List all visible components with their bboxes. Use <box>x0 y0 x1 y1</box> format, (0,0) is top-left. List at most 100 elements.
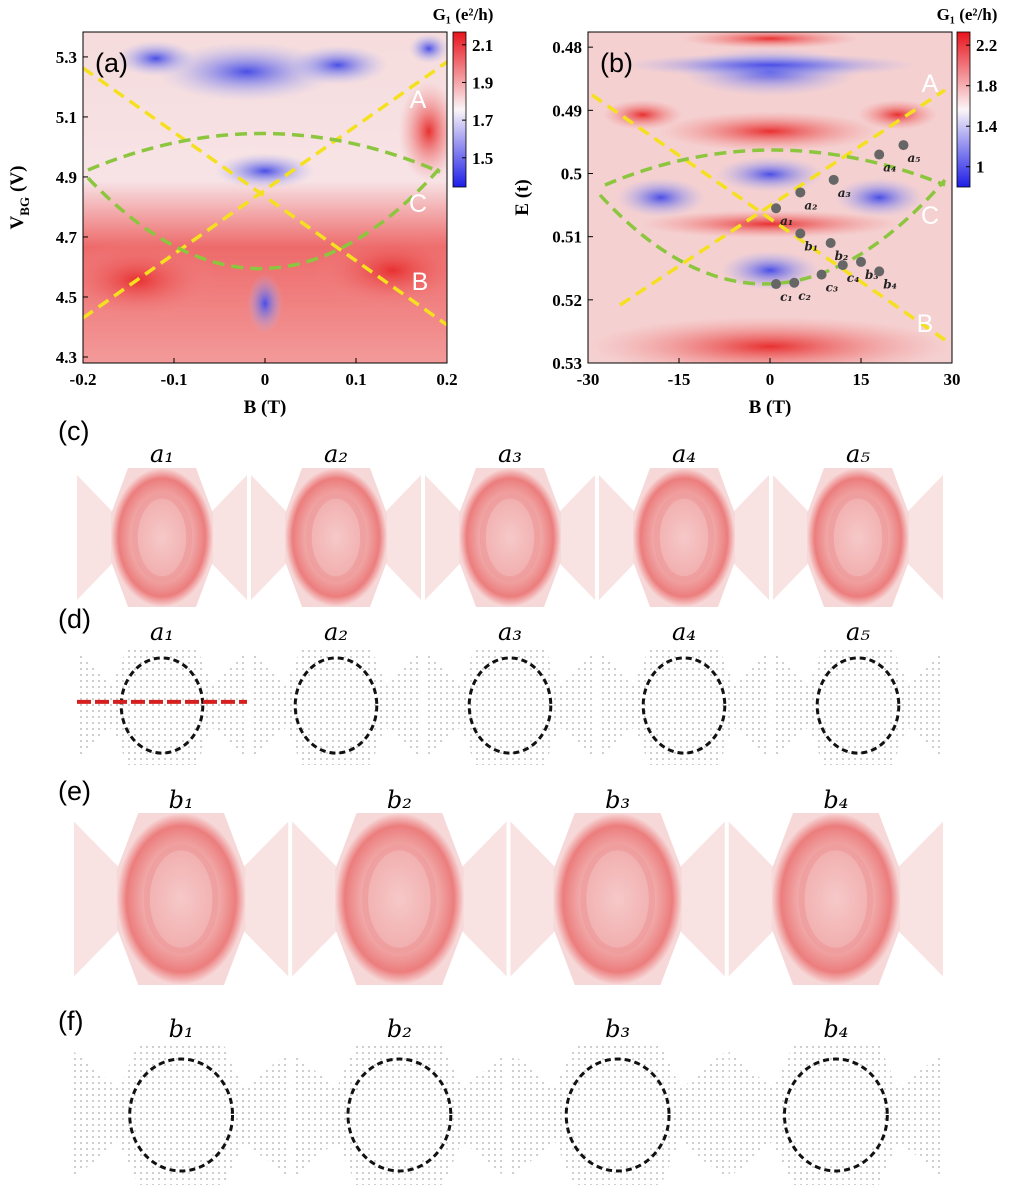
x-tick-label: 0.1 <box>345 370 366 389</box>
blue-region <box>715 156 825 192</box>
blue-region <box>288 45 388 85</box>
panel-label: (f) <box>58 1006 83 1036</box>
red-region <box>603 100 683 130</box>
y-tick-label: 0.49 <box>552 101 582 120</box>
device-map <box>729 1045 943 1185</box>
map-title: a₅ <box>846 440 870 468</box>
curve-label: A <box>410 86 427 114</box>
curve-label: A <box>922 70 939 98</box>
colorbar <box>957 32 970 187</box>
state-point <box>771 279 781 289</box>
device-map <box>77 646 247 765</box>
panel-label: (d) <box>58 604 91 634</box>
scattering-region <box>772 813 901 985</box>
map-title: b₁ <box>169 786 194 814</box>
blue-region <box>409 34 449 64</box>
panel-label: (e) <box>58 776 91 806</box>
colorbar-tick-label: 1.4 <box>976 117 998 136</box>
scattering-region <box>772 1045 901 1185</box>
colorbar-title: G₁ (e²/h) <box>433 5 494 24</box>
colorbar-tick-label: 1 <box>976 158 985 177</box>
map-title: a₄ <box>672 618 696 646</box>
device-map <box>251 646 421 765</box>
map-title: b₄ <box>823 1015 848 1043</box>
y-tick-label: 0.48 <box>552 38 582 57</box>
map-title: b₃ <box>605 786 630 814</box>
red-region <box>312 230 472 310</box>
state-point <box>838 260 848 270</box>
y-tick-label: 4.3 <box>56 348 77 367</box>
map-title: b₂ <box>387 786 412 814</box>
scattering-region <box>335 1045 464 1185</box>
map-title: a₃ <box>498 440 522 468</box>
map-title: a₄ <box>672 440 696 468</box>
colorbar-tick-label: 1.9 <box>472 73 493 92</box>
state-point <box>874 150 884 160</box>
scattering-region <box>335 813 464 985</box>
device-map <box>511 1045 725 1185</box>
scattering-region <box>553 1045 682 1185</box>
scattering-region <box>117 1045 246 1185</box>
colorbar-tick-label: 2.1 <box>472 36 493 55</box>
panel-label: (b) <box>600 48 633 78</box>
map-title: a₁ <box>150 618 174 646</box>
device-map <box>599 646 769 765</box>
curve-label: B <box>917 310 934 338</box>
state-point <box>829 175 839 185</box>
y-tick-label: 4.5 <box>56 288 77 307</box>
state-point <box>795 187 805 197</box>
map-title: b₃ <box>605 1015 630 1043</box>
y-axis-label: E (t) <box>512 179 533 215</box>
state-point <box>817 270 827 280</box>
map-title: b₄ <box>823 786 848 814</box>
map-title: b₂ <box>387 1015 412 1043</box>
device-map <box>74 813 288 985</box>
panel-label: (a) <box>95 48 128 78</box>
state-point-label: c₃ <box>826 281 839 295</box>
state-point-label: a₂ <box>804 198 817 212</box>
state-point-label: a₁ <box>780 214 793 228</box>
y-tick-label: 0.51 <box>552 228 582 247</box>
x-tick-label: 15 <box>853 370 870 389</box>
colorbar-tick-label: 1.8 <box>976 77 997 96</box>
x-tick-label: 0 <box>261 370 270 389</box>
y-axis-label-sub: BG <box>17 197 32 216</box>
y-tick-label: 0.53 <box>552 354 582 373</box>
map-title: b₁ <box>169 1015 194 1043</box>
scattering-region <box>285 646 387 765</box>
device-map <box>74 1045 288 1185</box>
y-tick-label: 5.1 <box>56 108 77 127</box>
state-point <box>856 257 866 267</box>
map-title: a₃ <box>498 618 522 646</box>
y-tick-label: 4.7 <box>56 228 78 247</box>
device-map <box>425 468 595 607</box>
device-map <box>77 468 247 607</box>
state-point <box>789 278 799 288</box>
state-point-label: c₁ <box>780 290 793 304</box>
curve-label: C <box>409 190 427 218</box>
colorbar-tick-label: 2.2 <box>976 36 997 55</box>
x-tick-label: -0.2 <box>70 370 97 389</box>
scattering-region <box>633 468 735 607</box>
state-point <box>826 238 836 248</box>
device-map <box>729 813 943 985</box>
x-tick-label: 0 <box>766 370 775 389</box>
y-tick-label: 0.52 <box>552 291 582 310</box>
y-tick-label: 5.3 <box>56 48 77 67</box>
x-tick-label: -15 <box>668 370 691 389</box>
y-axis-label: VBG(V) <box>7 166 32 230</box>
device-map <box>773 468 943 607</box>
x-tick-label: -0.1 <box>161 370 188 389</box>
blue-region <box>620 53 920 77</box>
colorbar <box>453 32 466 187</box>
scattering-region <box>285 468 387 607</box>
state-point-label: b₁ <box>804 240 818 254</box>
panel-label: (c) <box>58 416 89 446</box>
state-point-label: c₄ <box>847 271 860 285</box>
x-axis-label: B (T) <box>749 397 792 418</box>
scattering-region <box>553 813 682 985</box>
state-point <box>795 229 805 239</box>
scattering-region <box>111 468 213 607</box>
x-axis-label: B (T) <box>244 397 287 418</box>
y-tick-label: 4.9 <box>56 168 77 187</box>
